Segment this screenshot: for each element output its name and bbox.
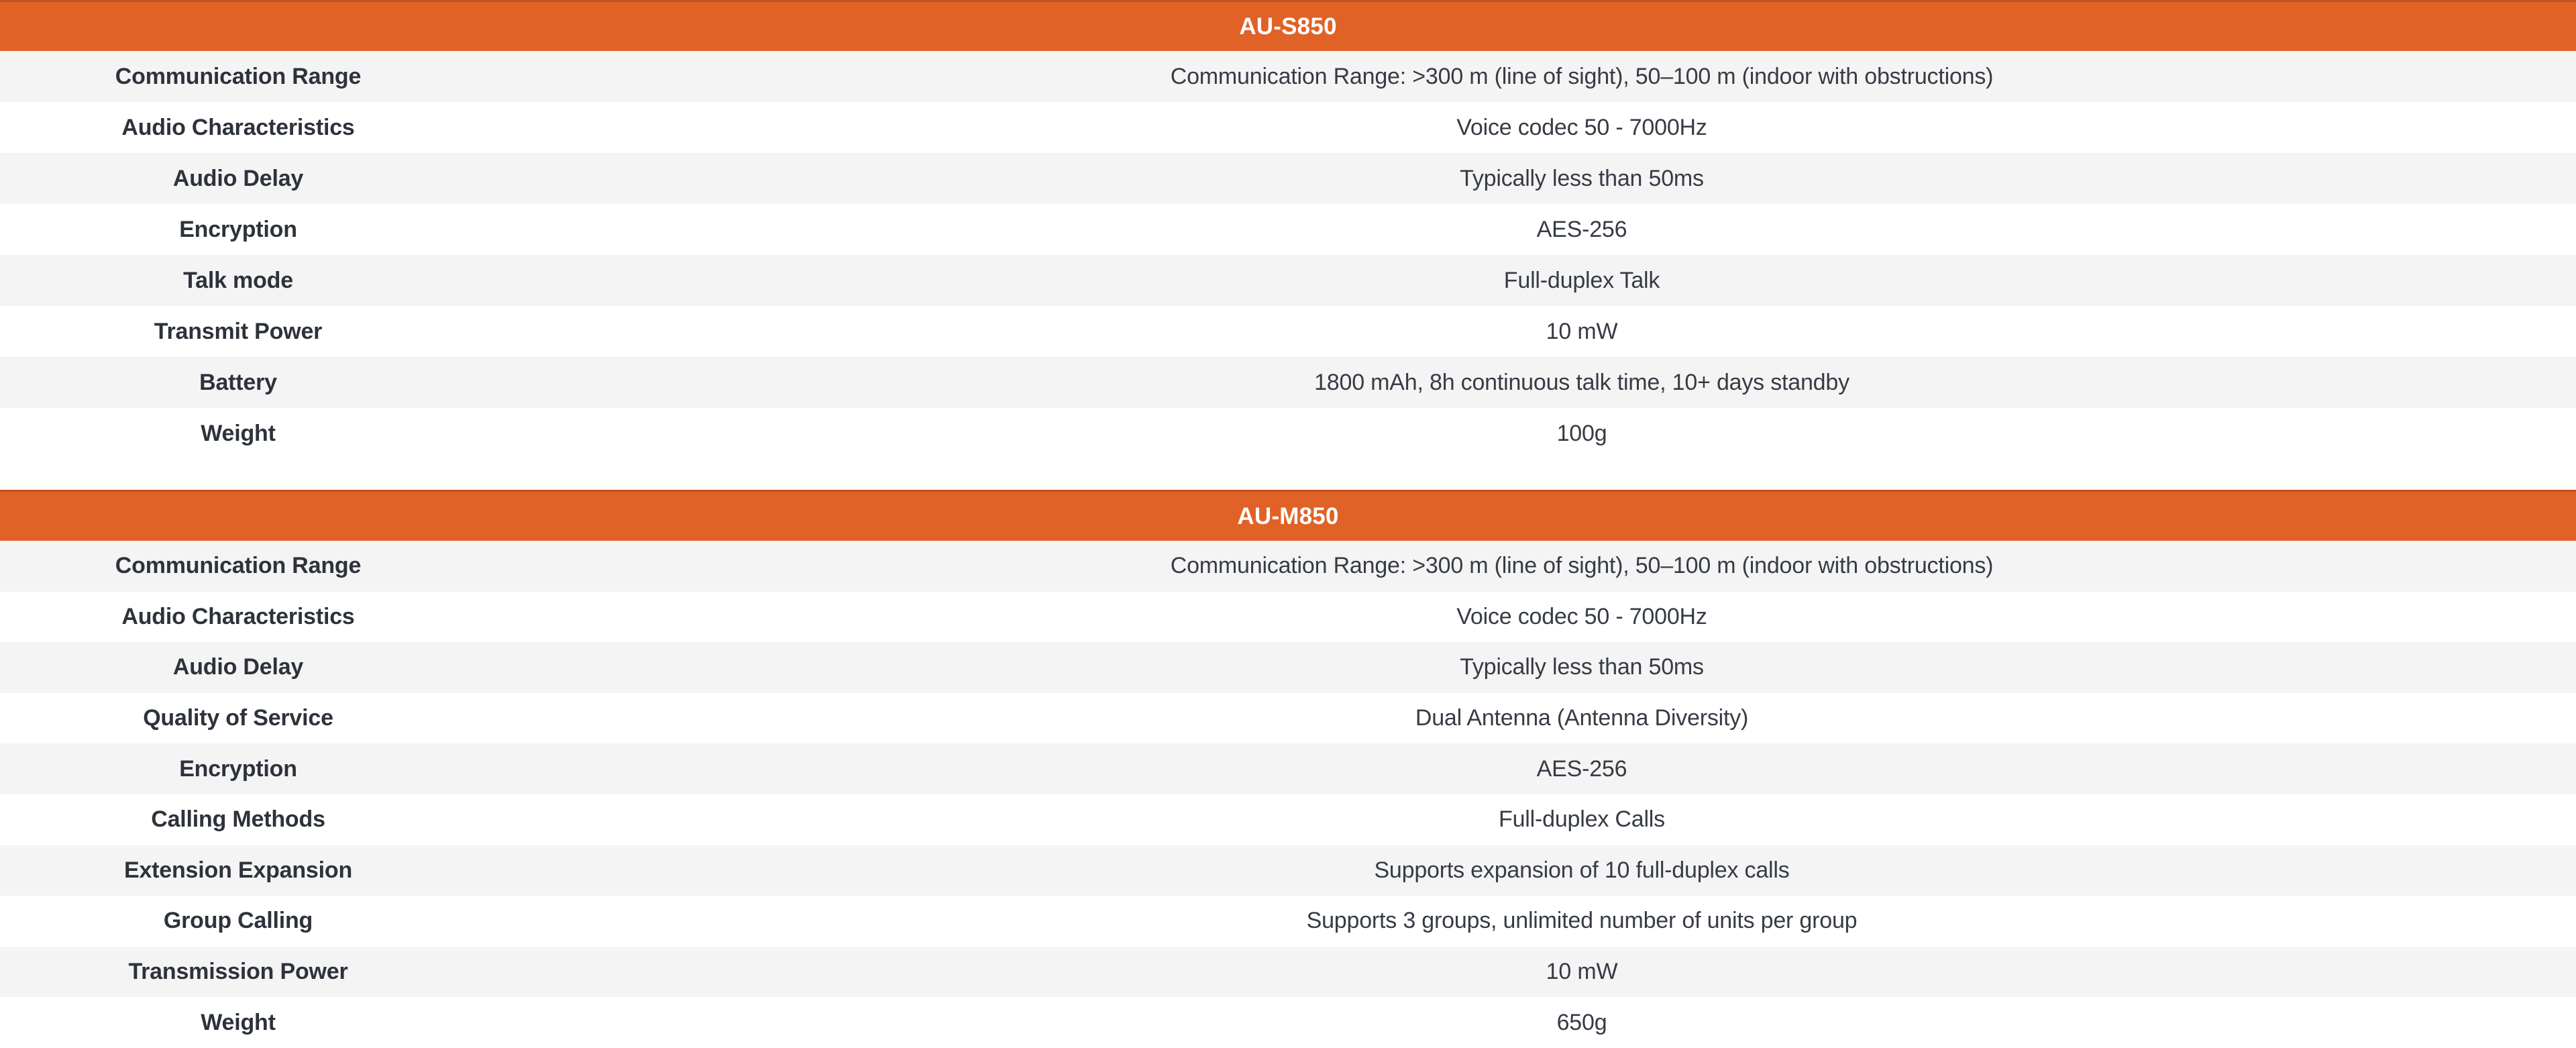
spec-label: Calling Methods — [151, 806, 325, 833]
spec-value: Voice codec 50 - 7000Hz — [1456, 603, 1707, 629]
table-row: Audio Delay Typically less than 50ms — [0, 153, 2576, 204]
spec-value: Communication Range: >300 m (line of sig… — [1170, 63, 1994, 89]
spec-label: Quality of Service — [143, 705, 333, 731]
spec-label: Communication Range — [115, 63, 362, 89]
spec-label: Transmission Power — [128, 959, 348, 985]
spec-value: AES-256 — [1536, 755, 1627, 782]
spec-label: Communication Range — [115, 553, 362, 579]
spec-label: Transmit Power — [154, 318, 323, 344]
table-row: Extension Expansion Supports expansion o… — [0, 845, 2576, 896]
spec-label: Battery — [199, 369, 277, 395]
spec-label: Audio Characteristics — [121, 114, 355, 140]
spec-value: Dual Antenna (Antenna Diversity) — [1415, 705, 1749, 731]
spec-value: Full-duplex Calls — [1499, 806, 1665, 833]
table-row: Transmit Power 10 mW — [0, 306, 2576, 357]
spec-label: Encryption — [179, 216, 297, 242]
spec-value: 10 mW — [1546, 959, 1618, 985]
table-row: Weight 100g — [0, 408, 2576, 459]
spec-value: Supports 3 groups, unlimited number of u… — [1306, 908, 1858, 934]
spec-value: Supports expansion of 10 full-duplex cal… — [1374, 857, 1790, 883]
spec-label: Group Calling — [163, 908, 313, 934]
table-row: Talk mode Full-duplex Talk — [0, 255, 2576, 306]
spec-value: Communication Range: >300 m (line of sig… — [1170, 553, 1994, 579]
spec-label: Talk mode — [183, 267, 293, 293]
spec-table: AU-M850 Communication Range Communicatio… — [0, 490, 2576, 1048]
table-title: AU-S850 — [0, 0, 2576, 51]
spec-value: 1800 mAh, 8h continuous talk time, 10+ d… — [1314, 369, 1849, 395]
spec-value: Voice codec 50 - 7000Hz — [1456, 114, 1707, 140]
spec-label: Weight — [201, 420, 276, 446]
spec-label: Encryption — [179, 755, 297, 782]
spec-value: Typically less than 50ms — [1460, 165, 1704, 191]
table-row: Quality of Service Dual Antenna (Antenna… — [0, 692, 2576, 744]
table-row: Communication Range Communication Range:… — [0, 541, 2576, 592]
table-rows: Communication Range Communication Range:… — [0, 51, 2576, 459]
table-rows: Communication Range Communication Range:… — [0, 541, 2576, 1048]
spec-label: Audio Delay — [172, 165, 304, 191]
table-row: Audio Characteristics Voice codec 50 - 7… — [0, 591, 2576, 643]
spec-label: Weight — [201, 1009, 276, 1035]
spec-value: Full-duplex Talk — [1503, 267, 1660, 293]
table-row: Encryption AES-256 — [0, 204, 2576, 255]
spec-table: AU-S850 Communication Range Communicatio… — [0, 0, 2576, 459]
spec-value: 650g — [1556, 1009, 1607, 1035]
table-row: Battery 1800 mAh, 8h continuous talk tim… — [0, 357, 2576, 408]
spec-label: Audio Delay — [172, 654, 304, 680]
table-row: Transmission Power 10 mW — [0, 946, 2576, 998]
spec-label: Extension Expansion — [123, 857, 353, 883]
spec-value: 100g — [1556, 420, 1607, 446]
spec-value: Typically less than 50ms — [1460, 654, 1704, 680]
spec-value: AES-256 — [1536, 216, 1627, 242]
table-row: Communication Range Communication Range:… — [0, 51, 2576, 102]
spec-label: Audio Characteristics — [121, 603, 355, 629]
table-row: Audio Characteristics Voice codec 50 - 7… — [0, 102, 2576, 153]
table-row: Encryption AES-256 — [0, 743, 2576, 794]
spec-value: 10 mW — [1546, 318, 1618, 344]
table-row: Group Calling Supports 3 groups, unlimit… — [0, 896, 2576, 947]
table-row: Audio Delay Typically less than 50ms — [0, 642, 2576, 693]
table-row: Calling Methods Full-duplex Calls — [0, 794, 2576, 845]
table-row: Weight 650g — [0, 997, 2576, 1048]
table-title: AU-M850 — [0, 490, 2576, 541]
